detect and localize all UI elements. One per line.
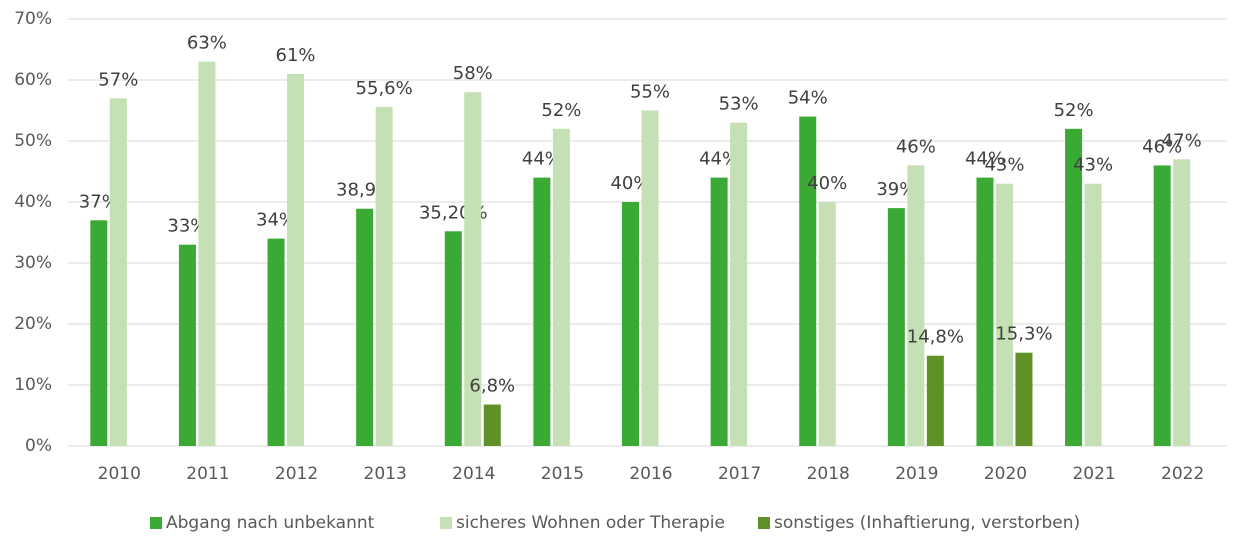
bar (464, 92, 482, 446)
y-tick-label: 30% (14, 253, 52, 273)
data-label: 39% (876, 179, 916, 200)
y-tick-label: 10% (14, 375, 52, 395)
data-label: 58% (453, 63, 493, 84)
bar (995, 183, 1013, 446)
bar (533, 177, 551, 446)
x-tick-label: 2015 (541, 464, 584, 484)
bar (198, 61, 216, 446)
x-tick-label: 2021 (1072, 464, 1115, 484)
data-label: 52% (541, 100, 581, 121)
bar (907, 165, 925, 446)
legend-label: sicheres Wohnen oder Therapie (456, 513, 725, 533)
legend-label: Abgang nach unbekannt (166, 513, 375, 533)
x-tick-label: 2014 (452, 464, 495, 484)
y-tick-label: 20% (14, 314, 52, 334)
data-label: 46% (1142, 136, 1182, 157)
data-label: 14,8% (907, 327, 964, 348)
bar (1065, 128, 1083, 447)
bar (483, 404, 501, 446)
legend-swatch (758, 517, 770, 529)
data-label: 40% (610, 173, 650, 194)
bar (976, 177, 994, 446)
data-label: 63% (187, 33, 227, 54)
bar (287, 73, 305, 447)
y-tick-label: 0% (25, 436, 52, 456)
y-tick-label: 60% (14, 70, 52, 90)
bar (375, 106, 393, 446)
data-label: 47% (1162, 130, 1202, 151)
x-tick-label: 2018 (807, 464, 850, 484)
x-tick-label: 2022 (1161, 464, 1204, 484)
bar (178, 244, 196, 446)
y-tick-label: 50% (14, 131, 52, 151)
x-tick-label: 2012 (275, 464, 318, 484)
legend-label: sonstiges (Inhaftierung, verstorben) (774, 513, 1080, 533)
data-label: 46% (896, 136, 936, 157)
bar (1084, 183, 1102, 446)
bar (552, 128, 570, 447)
bar (710, 177, 728, 446)
data-label: 44% (965, 149, 1005, 170)
bar (356, 208, 374, 446)
bar (622, 202, 639, 446)
data-label: 43% (984, 155, 1024, 176)
data-label: 57% (98, 69, 138, 90)
x-tick-label: 2010 (98, 464, 141, 484)
data-label: 43% (1073, 155, 1113, 176)
data-label: 55,6% (356, 78, 413, 99)
data-label: 40% (807, 173, 847, 194)
data-label: 34% (256, 210, 296, 231)
bar (444, 231, 462, 446)
bar (926, 355, 944, 446)
bar (1153, 165, 1171, 446)
x-tick-label: 2017 (718, 464, 761, 484)
data-label: 44% (522, 149, 562, 170)
bar (799, 116, 817, 446)
bar (730, 122, 748, 446)
bar (90, 220, 108, 446)
x-tick-label: 2020 (984, 464, 1027, 484)
x-tick-label: 2013 (364, 464, 407, 484)
data-label: 61% (276, 45, 316, 66)
bar (887, 208, 905, 446)
data-label: 15,3% (995, 324, 1052, 345)
data-label: 6,8% (469, 376, 515, 397)
x-tick-label: 2019 (895, 464, 938, 484)
data-label: 33% (167, 216, 207, 237)
bar (109, 98, 127, 447)
data-label: 53% (719, 94, 759, 115)
bar (641, 110, 659, 446)
bar (818, 202, 836, 446)
x-tick-label: 2016 (629, 464, 672, 484)
bar (1015, 352, 1033, 446)
y-tick-label: 40% (14, 192, 52, 212)
x-tick-label: 2011 (186, 464, 229, 484)
data-label: 37% (79, 191, 119, 212)
data-label: 52% (1054, 100, 1094, 121)
bar (267, 238, 285, 446)
data-label: 54% (788, 88, 828, 109)
legend-swatch (440, 517, 452, 529)
data-label: 55% (630, 82, 670, 103)
y-tick-label: 70% (14, 9, 52, 29)
legend-swatch (150, 517, 162, 529)
bar (1173, 159, 1191, 447)
data-label: 44% (699, 149, 739, 170)
